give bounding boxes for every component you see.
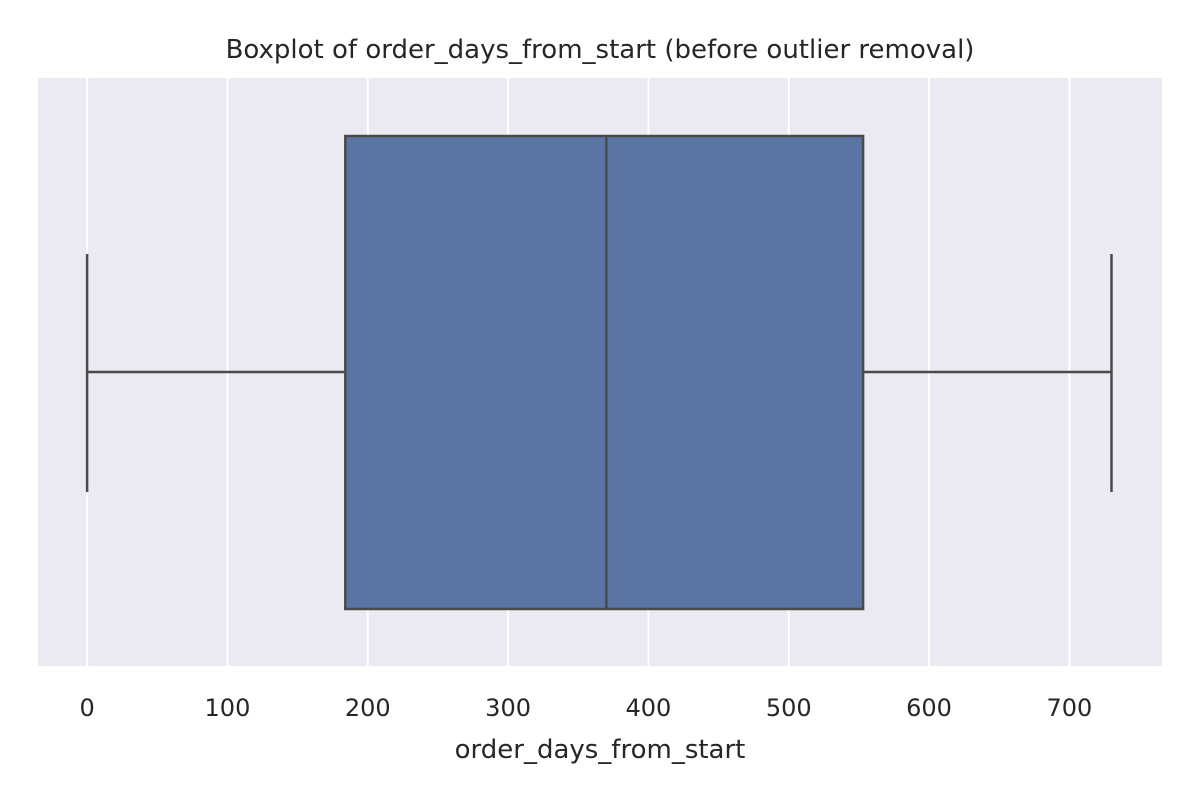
chart-title: Boxplot of order_days_from_start (before… [226,35,975,65]
x-axis-label: order_days_from_start [455,735,746,765]
x-tick-label: 0 [79,694,94,722]
x-tick-labels: 0 100 200 300 400 500 600 700 [79,694,1092,722]
box-series [85,134,1113,611]
x-tick-label: 100 [205,694,251,722]
x-tick-label: 200 [345,694,391,722]
iqr-box [344,134,865,611]
x-tick-label: 500 [766,694,812,722]
x-tick-label: 400 [626,694,672,722]
x-tick-label: 600 [906,694,952,722]
x-tick-label: 300 [485,694,531,722]
x-tick-label: 700 [1046,694,1092,722]
